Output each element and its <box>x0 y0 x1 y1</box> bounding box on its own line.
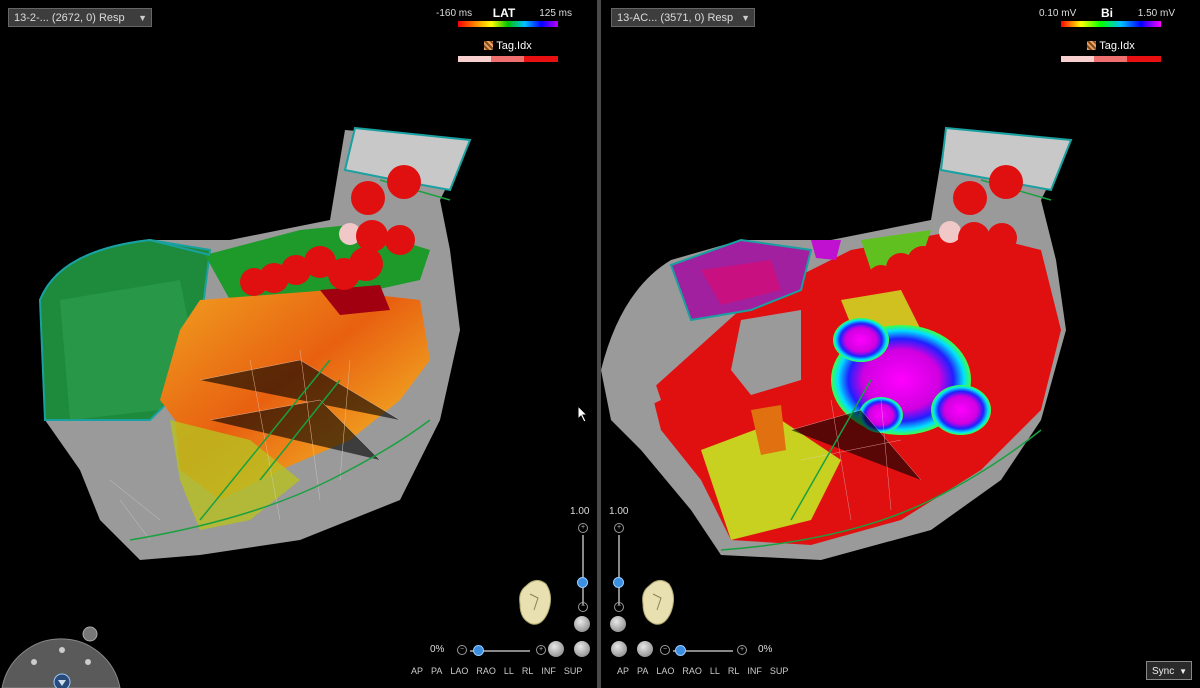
minus-icon[interactable]: − <box>660 645 670 655</box>
view-lao-left[interactable]: LAO <box>450 666 469 676</box>
view-sup-left[interactable]: SUP <box>563 666 583 676</box>
reset-view-button-right[interactable] <box>611 641 627 657</box>
view-inf-right[interactable]: INF <box>747 666 762 676</box>
opacity-value-left: 0% <box>430 644 445 655</box>
legend-min-label: -160 ms <box>436 8 473 19</box>
view-ll-right[interactable]: LL <box>709 666 720 676</box>
plus-icon[interactable]: + <box>737 645 747 655</box>
sync-select-value: Sync <box>1152 666 1175 677</box>
view-ap-left[interactable]: AP <box>411 666 424 676</box>
reset-view-button-left[interactable] <box>574 641 590 657</box>
legend-name-label: LAT <box>492 6 516 20</box>
view-rao-left[interactable]: RAO <box>476 666 496 676</box>
transparency-slider-knob-right[interactable] <box>613 577 624 588</box>
opacity-slider-knob-left[interactable] <box>473 645 484 656</box>
transparency-slider-right[interactable] <box>618 535 620 605</box>
view-lao-right[interactable]: LAO <box>656 666 675 676</box>
opacity-slider-left[interactable] <box>470 650 530 652</box>
navigation-wheel-icon[interactable] <box>0 624 122 688</box>
left-ablation-lesions <box>240 165 421 296</box>
view-inf-left[interactable]: INF <box>541 666 556 676</box>
sphere-view-button-right[interactable] <box>637 641 653 657</box>
map-select-right-value: 13-AC... (3571, 0) Resp <box>617 12 734 24</box>
pane-divider[interactable] <box>597 0 601 688</box>
chevron-down-icon: ▼ <box>1179 667 1187 676</box>
minus-icon[interactable]: − <box>578 602 588 612</box>
view-ll-left[interactable]: LL <box>503 666 514 676</box>
heart-orientation-icon[interactable] <box>639 576 679 630</box>
transparency-value-right: 1.00 <box>609 506 629 517</box>
bi-color-scale <box>1061 21 1161 27</box>
map-select-left-value: 13-2-... (2672, 0) Resp <box>14 12 125 24</box>
minus-icon[interactable]: − <box>614 602 624 612</box>
view-rao-right[interactable]: RAO <box>682 666 702 676</box>
view-buttons-right: AP PA LAO RAO LL RL INF SUP <box>617 666 796 676</box>
view-ap-right[interactable]: AP <box>617 666 630 676</box>
left-3d-heart-model[interactable] <box>0 0 597 688</box>
tag-index-row: Tag.Idx <box>1061 40 1161 52</box>
right-ablation-lesions <box>868 165 1023 291</box>
map-select-left[interactable]: 13-2-... (2672, 0) Resp ▼ <box>8 8 152 27</box>
tag-index-scale <box>458 56 558 62</box>
mouse-pointer-icon <box>577 405 589 423</box>
view-buttons-left: AP PA LAO RAO LL RL INF SUP <box>411 666 590 676</box>
sphere-view-button-left[interactable] <box>548 641 564 657</box>
opacity-slider-right[interactable] <box>673 650 733 652</box>
view-rl-right[interactable]: RL <box>727 666 740 676</box>
map-select-right[interactable]: 13-AC... (3571, 0) Resp ▼ <box>611 8 755 27</box>
view-pa-left[interactable]: PA <box>431 666 443 676</box>
view-pa-right[interactable]: PA <box>637 666 649 676</box>
legend-name-label: Bi <box>1101 6 1113 20</box>
legend-min-label: 0.10 mV <box>1039 8 1077 19</box>
transparency-slider-left[interactable] <box>582 535 584 605</box>
chevron-down-icon: ▼ <box>741 13 750 23</box>
bi-legend: 0.10 mV Bi 1.50 mV Tag.Idx <box>1039 6 1175 66</box>
legend-max-label: 125 ms <box>539 8 572 19</box>
tag-index-row: Tag.Idx <box>458 40 558 52</box>
minus-icon[interactable]: − <box>457 645 467 655</box>
plus-icon[interactable]: + <box>614 523 624 533</box>
view-sup-right[interactable]: SUP <box>769 666 789 676</box>
right-map-pane[interactable]: 13-AC... (3571, 0) Resp ▼ 0.10 mV Bi 1.5… <box>601 0 1200 688</box>
tag-index-label: Tag.Idx <box>496 40 532 52</box>
plus-icon[interactable]: + <box>536 645 546 655</box>
transparency-value-left: 1.00 <box>570 506 590 517</box>
opacity-slider-knob-right[interactable] <box>675 645 686 656</box>
heart-orientation-icon[interactable] <box>516 576 556 630</box>
rotate-button-right[interactable] <box>610 616 626 632</box>
lat-legend: -160 ms LAT 125 ms Tag.Idx <box>436 6 572 66</box>
left-map-pane[interactable]: 13-2-... (2672, 0) Resp ▼ -160 ms LAT 12… <box>0 0 597 688</box>
tag-index-scale <box>1061 56 1161 62</box>
tag-grid-icon <box>1087 41 1097 50</box>
rotate-button-left[interactable] <box>574 616 590 632</box>
tag-grid-icon <box>484 41 494 50</box>
tag-index-label: Tag.Idx <box>1099 40 1135 52</box>
opacity-value-right: 0% <box>758 644 773 655</box>
legend-max-label: 1.50 mV <box>1137 8 1175 19</box>
chevron-down-icon: ▼ <box>138 13 147 23</box>
sync-select[interactable]: Sync ▼ <box>1146 661 1192 680</box>
transparency-slider-knob-left[interactable] <box>577 577 588 588</box>
plus-icon[interactable]: + <box>578 523 588 533</box>
view-rl-left[interactable]: RL <box>521 666 534 676</box>
lat-color-scale <box>458 21 558 27</box>
right-3d-heart-model[interactable] <box>601 0 1200 688</box>
